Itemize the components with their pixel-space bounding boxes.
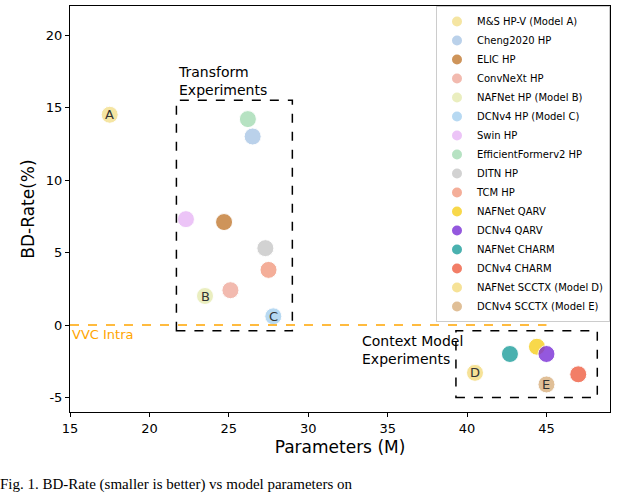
svg-text:BD-Rate(%): BD-Rate(%) (18, 159, 38, 258)
svg-text:Swin HP: Swin HP (477, 130, 517, 141)
svg-text:M&S HP-V (Model A): M&S HP-V (Model A) (477, 16, 577, 27)
svg-text:ELIC HP: ELIC HP (477, 54, 516, 65)
svg-text:DITN HP: DITN HP (477, 168, 518, 179)
svg-text:20: 20 (141, 421, 158, 436)
svg-text:Context ModelExperiments: Context ModelExperiments (362, 333, 463, 367)
svg-text:30: 30 (300, 421, 317, 436)
svg-text:D: D (470, 365, 480, 380)
svg-text:A: A (105, 107, 114, 122)
svg-text:25: 25 (221, 421, 238, 436)
svg-text:TransformExperiments: TransformExperiments (178, 64, 267, 98)
svg-text:ConvNeXt HP: ConvNeXt HP (477, 73, 544, 84)
svg-text:Cheng2020 HP: Cheng2020 HP (477, 35, 551, 46)
svg-text:E: E (542, 377, 550, 392)
svg-text:DCNv4 SCCTX (Model E): DCNv4 SCCTX (Model E) (477, 301, 598, 312)
svg-text:0: 0 (54, 318, 62, 333)
svg-text:15: 15 (46, 100, 63, 115)
svg-text:20: 20 (46, 28, 63, 43)
svg-text:Fig. 1. BD-Rate (smaller is be: Fig. 1. BD-Rate (smaller is better) vs m… (0, 476, 352, 493)
svg-text:NAFNet CHARM: NAFNet CHARM (477, 244, 555, 255)
svg-text:B: B (201, 289, 210, 304)
svg-text:EfficientFormerv2 HP: EfficientFormerv2 HP (477, 149, 582, 160)
svg-text:Parameters (M): Parameters (M) (275, 437, 406, 457)
svg-text:35: 35 (379, 421, 396, 436)
svg-text:5: 5 (54, 245, 62, 260)
svg-text:DCNv4 CHARM: DCNv4 CHARM (477, 263, 552, 274)
svg-text:15: 15 (62, 421, 79, 436)
svg-text:10: 10 (46, 173, 63, 188)
svg-text:NAFNet QARV: NAFNet QARV (477, 206, 546, 217)
svg-text:NAFNet SCCTX (Model D): NAFNet SCCTX (Model D) (477, 282, 603, 293)
svg-text:45: 45 (538, 421, 555, 436)
svg-text:C: C (269, 309, 278, 324)
svg-text:NAFNet HP (Model B): NAFNet HP (Model B) (477, 92, 582, 103)
svg-text:40: 40 (459, 421, 476, 436)
svg-text:DCNv4 HP (Model C): DCNv4 HP (Model C) (477, 111, 579, 122)
svg-text:VVC Intra: VVC Intra (72, 327, 133, 342)
svg-text:-5: -5 (49, 390, 62, 405)
svg-text:TCM HP: TCM HP (476, 187, 515, 198)
svg-text:DCNv4 QARV: DCNv4 QARV (477, 225, 543, 236)
